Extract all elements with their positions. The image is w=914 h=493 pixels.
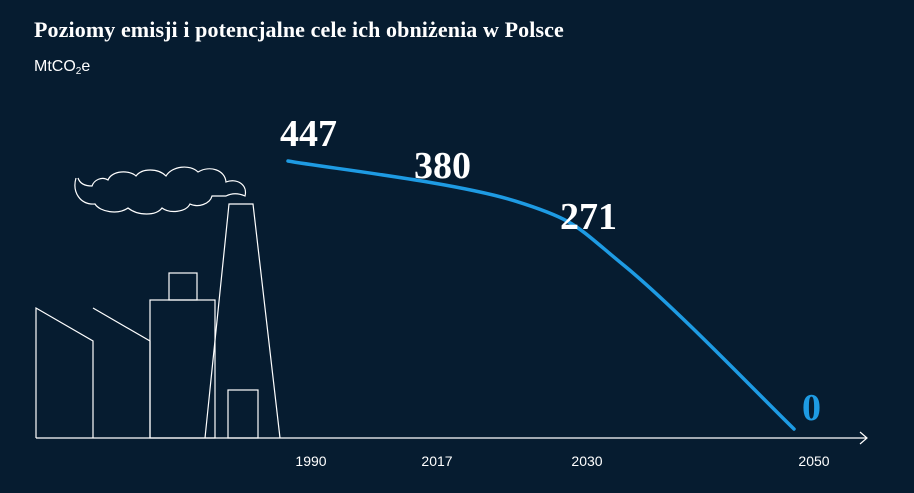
chart-title: Poziomy emisji i potencjalne cele ich ob… [34, 17, 564, 42]
factory-illustration [35, 166, 281, 439]
data-label-1990: 447 [280, 113, 337, 155]
x-tick-label-2017: 2017 [421, 453, 452, 469]
x-tick-label-2030: 2030 [571, 453, 602, 469]
data-label-2017: 380 [414, 145, 471, 187]
chart-marks: 447 380 271 0 1990 2017 2030 2050 [280, 113, 830, 469]
x-axis [36, 431, 868, 445]
data-label-2050: 0 [802, 387, 821, 429]
x-tick-label-1990: 1990 [295, 453, 326, 469]
x-tick-label-2050: 2050 [798, 453, 829, 469]
series-line [286, 159, 796, 431]
smoke-cloud [74, 166, 247, 215]
unit-label: MtCO2e [34, 58, 91, 77]
data-label-2030: 271 [560, 196, 617, 238]
